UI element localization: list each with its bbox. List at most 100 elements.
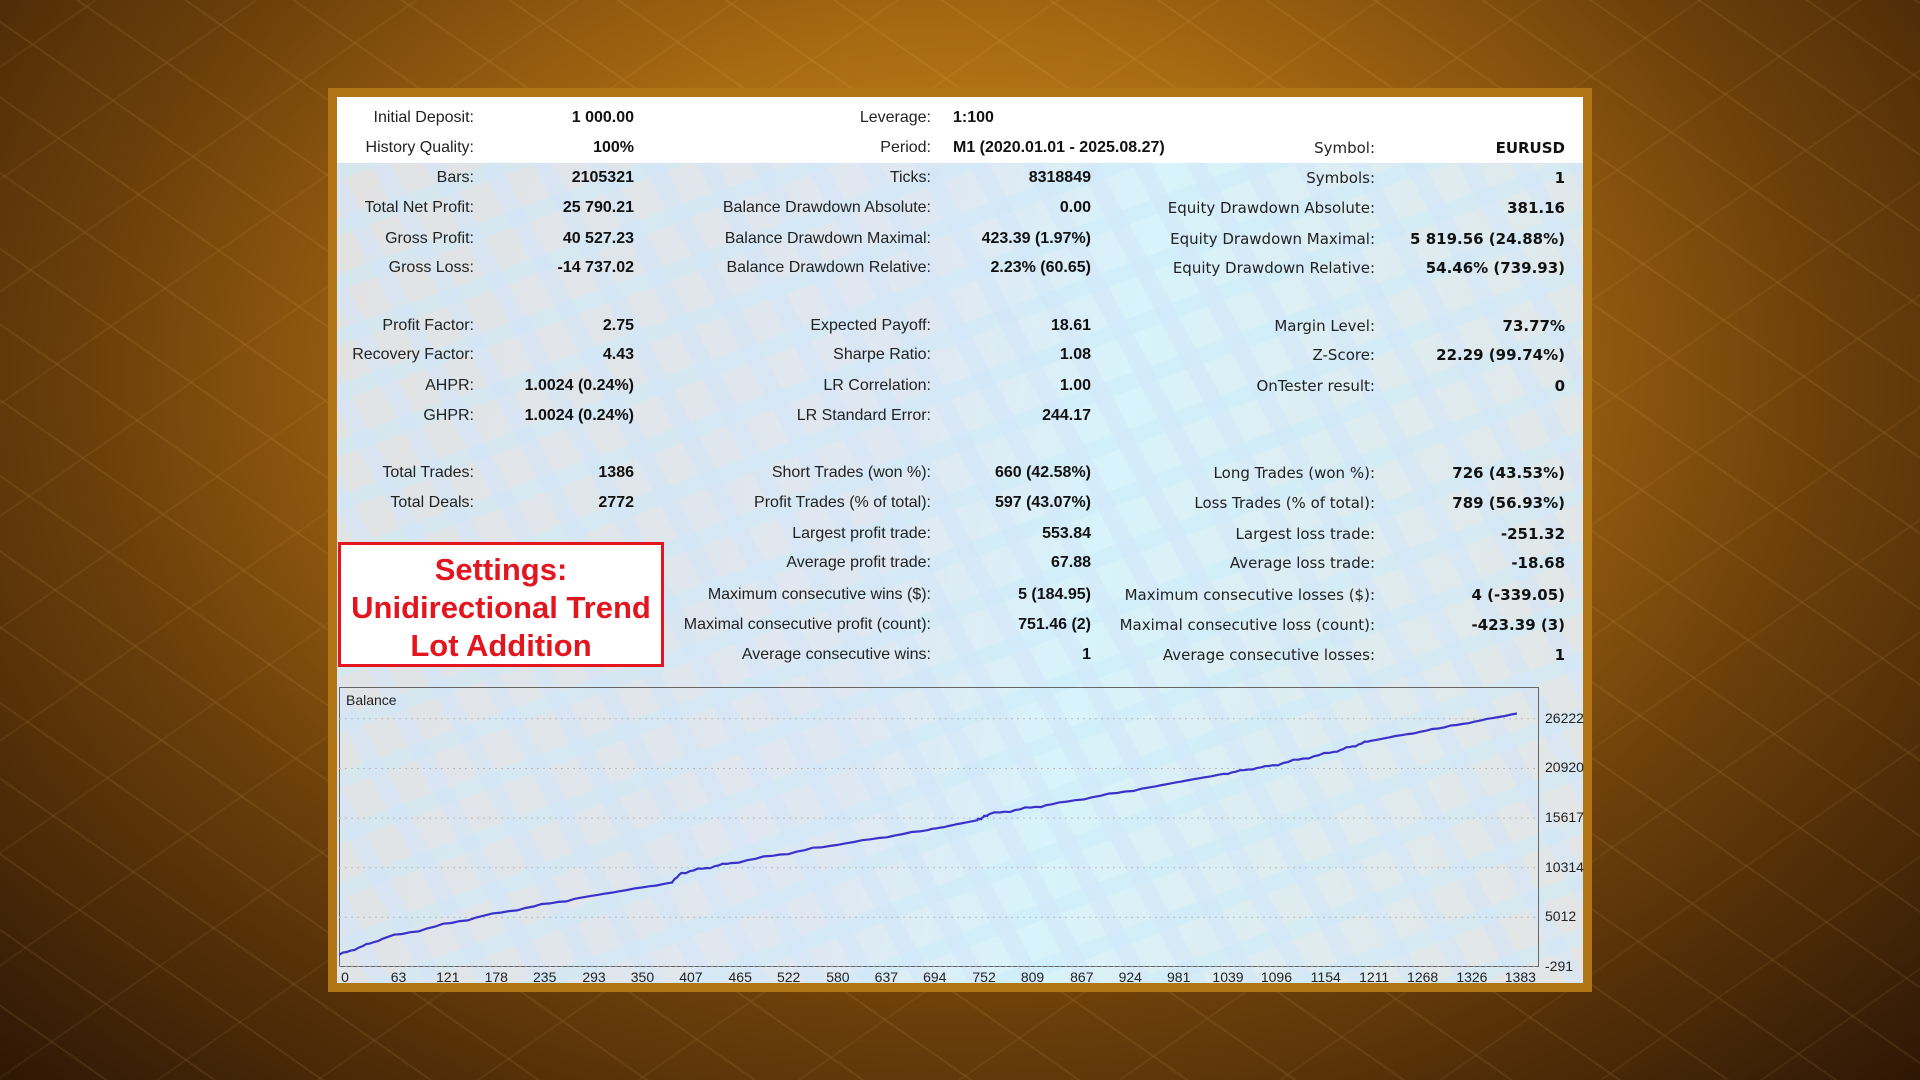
- settings-line-2: Unidirectional Trend: [351, 590, 651, 625]
- metric-label: AHPR:: [425, 377, 474, 394]
- x-tick-label: 63: [390, 969, 407, 985]
- metric-label: Long Trades (won %):: [1213, 464, 1375, 482]
- metric-label: Symbol:: [1314, 139, 1375, 157]
- x-tick-label: 580: [826, 969, 850, 985]
- metric-label: Equity Drawdown Absolute:: [1167, 199, 1375, 217]
- metric-label: Balance Drawdown Maximal:: [724, 230, 931, 247]
- metric-label: Recovery Factor:: [352, 346, 474, 363]
- metric-label: Largest profit trade:: [792, 525, 931, 542]
- x-tick-label: 694: [923, 969, 947, 985]
- metric-value: 100%: [593, 139, 634, 156]
- settings-line-1: Settings:: [434, 552, 568, 587]
- x-tick-label: 867: [1070, 969, 1094, 985]
- metric-value: 660 (42.58%): [994, 464, 1091, 481]
- metric-label: Period:: [880, 139, 931, 156]
- metric-label: Average consecutive wins:: [741, 646, 931, 663]
- x-tick-label: 178: [484, 969, 508, 985]
- x-tick-label: 465: [728, 969, 752, 985]
- metric-value: 1.0024 (0.24%): [524, 377, 634, 394]
- metric-value: 1: [1554, 169, 1565, 187]
- metric-label: Maximum consecutive losses ($):: [1124, 586, 1375, 604]
- metric-label: Symbols:: [1306, 169, 1375, 187]
- metric-label: Profit Trades (% of total):: [754, 494, 931, 511]
- metric-label: LR Standard Error:: [796, 407, 931, 424]
- x-tick-label: 0: [341, 969, 349, 985]
- metric-value: 2105321: [571, 169, 634, 186]
- metric-value: 67.88: [1050, 554, 1091, 571]
- metric-value: -423.39 (3): [1471, 616, 1565, 634]
- metric-value: 1 000.00: [571, 109, 634, 126]
- metric-value: 1:100: [953, 109, 994, 126]
- metric-label: Gross Profit:: [385, 230, 474, 247]
- metric-value: 18.61: [1050, 317, 1091, 334]
- metric-label: Total Deals:: [390, 494, 474, 511]
- balance-plot: [339, 712, 1539, 967]
- metric-label: Average profit trade:: [786, 554, 931, 571]
- metric-value: -251.32: [1500, 525, 1565, 543]
- metric-label: History Quality:: [365, 139, 474, 156]
- metric-value: 1386: [598, 464, 634, 481]
- metric-value: -14 737.02: [557, 259, 634, 276]
- metric-value: EURUSD: [1495, 139, 1565, 157]
- metric-value: 244.17: [1042, 407, 1091, 424]
- metric-label: Ticks:: [889, 169, 931, 186]
- y-tick-label: 10314: [1545, 858, 1584, 875]
- metric-value: 1: [1082, 646, 1091, 663]
- metric-label: Profit Factor:: [382, 317, 474, 334]
- metric-value: 5 819.56 (24.88%): [1410, 230, 1565, 248]
- metric-label: Maximal consecutive profit (count):: [683, 616, 931, 633]
- metric-label: Total Trades:: [382, 464, 474, 481]
- metric-value: 40 527.23: [562, 230, 634, 247]
- metric-label: Maximum consecutive wins ($):: [707, 586, 931, 603]
- metric-label: GHPR:: [423, 407, 474, 424]
- metric-value: 25 790.21: [562, 199, 634, 216]
- metric-value: 1.00: [1059, 377, 1091, 394]
- metric-label: Sharpe Ratio:: [833, 346, 931, 363]
- metric-label: Equity Drawdown Relative:: [1172, 259, 1375, 277]
- metric-label: Equity Drawdown Maximal:: [1170, 230, 1375, 248]
- metric-label: OnTester result:: [1256, 377, 1375, 395]
- metric-value: 1: [1554, 646, 1565, 664]
- metric-value: 789 (56.93%): [1452, 494, 1565, 512]
- metric-value: 726 (43.53%): [1452, 464, 1565, 482]
- metric-label: Gross Loss:: [388, 259, 474, 276]
- balance-line: [339, 712, 1518, 956]
- metric-label: Margin Level:: [1274, 317, 1375, 335]
- x-tick-label: 1154: [1310, 969, 1341, 985]
- x-tick-label: 1383: [1504, 969, 1536, 985]
- metric-value: 2.75: [602, 317, 634, 334]
- x-tick-label: 637: [874, 969, 899, 985]
- settings-line-3: Lot Addition: [410, 628, 592, 663]
- report-body: [337, 97, 1583, 983]
- x-tick-label: 293: [582, 969, 606, 985]
- metric-label: Balance Drawdown Relative:: [726, 259, 931, 276]
- settings-callout: Settings: Unidirectional Trend Lot Addit…: [338, 542, 664, 667]
- metric-value: 8318849: [1028, 169, 1091, 186]
- x-tick-label: 981: [1167, 969, 1191, 985]
- x-tick-label: 1211: [1359, 969, 1390, 985]
- metric-value: 751.46 (2): [1018, 616, 1091, 633]
- metric-label: Expected Payoff:: [810, 317, 931, 334]
- metric-label: Total Net Profit:: [364, 199, 474, 216]
- metric-value: 1.08: [1059, 346, 1091, 363]
- metric-value: -18.68: [1511, 554, 1565, 572]
- x-tick-label: 809: [1020, 969, 1045, 985]
- metric-value: 73.77%: [1502, 317, 1565, 335]
- metric-label: Short Trades (won %):: [771, 464, 931, 481]
- y-tick-label: 15617: [1545, 809, 1584, 826]
- metric-value: 2772: [598, 494, 634, 511]
- chart-title: Balance: [346, 692, 397, 708]
- metric-label: Balance Drawdown Absolute:: [722, 199, 931, 216]
- x-tick-label: 1096: [1260, 969, 1293, 985]
- metric-value: 4 (-339.05): [1471, 586, 1565, 604]
- x-tick-label: 752: [972, 969, 996, 985]
- y-tick-label: 20920: [1545, 759, 1584, 776]
- report-header-band: [337, 97, 1583, 163]
- metric-label: LR Correlation:: [823, 377, 931, 394]
- metric-label: Initial Deposit:: [373, 109, 475, 126]
- metric-value: 1.0024 (0.24%): [524, 407, 634, 424]
- y-tick-label: 26222: [1545, 709, 1584, 726]
- report-panel: [328, 88, 1592, 992]
- y-tick-label: -291: [1545, 958, 1574, 974]
- metric-value: 423.39 (1.97%): [981, 230, 1091, 247]
